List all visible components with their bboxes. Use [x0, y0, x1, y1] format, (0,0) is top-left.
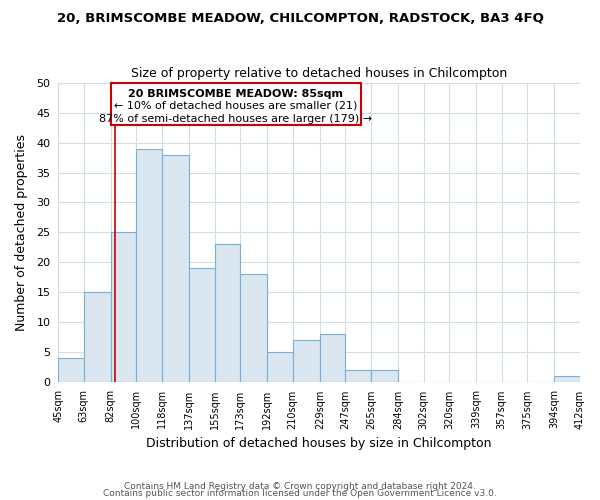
Bar: [162, 154, 189, 382]
Bar: [83, 292, 111, 382]
Bar: [215, 244, 240, 382]
Text: Contains public sector information licensed under the Open Government Licence v3: Contains public sector information licen…: [103, 490, 497, 498]
Bar: [111, 232, 136, 382]
Bar: [554, 376, 580, 382]
X-axis label: Distribution of detached houses by size in Chilcompton: Distribution of detached houses by size …: [146, 437, 492, 450]
Text: 20 BRIMSCOMBE MEADOW: 85sqm: 20 BRIMSCOMBE MEADOW: 85sqm: [128, 89, 343, 99]
Text: Contains HM Land Registry data © Crown copyright and database right 2024.: Contains HM Land Registry data © Crown c…: [124, 482, 476, 491]
Bar: [136, 148, 162, 382]
Y-axis label: Number of detached properties: Number of detached properties: [15, 134, 28, 331]
FancyBboxPatch shape: [111, 83, 361, 125]
Bar: [346, 370, 371, 382]
Text: 20, BRIMSCOMBE MEADOW, CHILCOMPTON, RADSTOCK, BA3 4FQ: 20, BRIMSCOMBE MEADOW, CHILCOMPTON, RADS…: [56, 12, 544, 26]
Bar: [320, 334, 346, 382]
Bar: [267, 352, 293, 382]
Bar: [371, 370, 398, 382]
Text: 87% of semi-detached houses are larger (179) →: 87% of semi-detached houses are larger (…: [99, 114, 373, 124]
Bar: [189, 268, 215, 382]
Bar: [240, 274, 267, 382]
Bar: [293, 340, 320, 382]
Bar: [58, 358, 83, 382]
Text: ← 10% of detached houses are smaller (21): ← 10% of detached houses are smaller (21…: [114, 101, 358, 111]
Title: Size of property relative to detached houses in Chilcompton: Size of property relative to detached ho…: [131, 68, 507, 80]
